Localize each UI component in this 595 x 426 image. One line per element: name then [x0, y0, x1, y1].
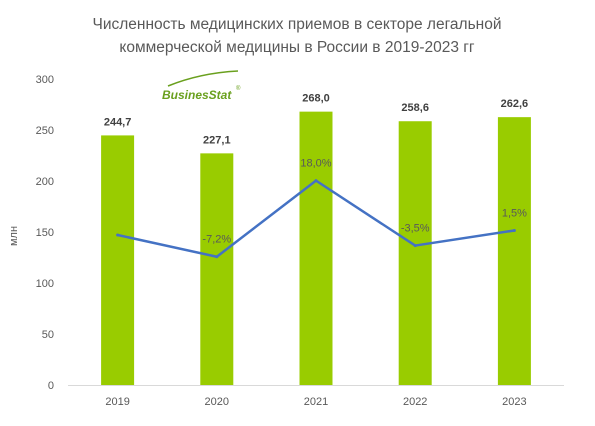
- bar-value-label: 268,0: [302, 93, 330, 105]
- growth-point: [116, 233, 120, 237]
- growth-point: [512, 228, 516, 232]
- y-tick-label: 300: [36, 74, 54, 86]
- growth-label: -3,5%: [401, 223, 430, 235]
- x-axis: 2019 2020 2021 2022 2023: [105, 396, 526, 408]
- bar: [497, 117, 531, 385]
- x-tick-label: 2020: [205, 396, 229, 408]
- y-axis-title: млн: [8, 226, 20, 246]
- y-tick-label: 0: [48, 380, 54, 392]
- bar: [200, 153, 234, 385]
- growth-line-series: [116, 179, 516, 259]
- chart-title-line-1: Численность медицинских приемов в сектор…: [93, 16, 502, 33]
- y-tick-label: 150: [36, 227, 54, 239]
- x-tick-label: 2022: [403, 396, 427, 408]
- bar-value-label: 227,1: [203, 134, 231, 146]
- bar: [398, 121, 432, 385]
- bar: [101, 135, 135, 385]
- bar-value-label: 258,6: [401, 102, 429, 114]
- bar: [299, 111, 333, 385]
- chart-title-line-2: коммерческой медицины в России в 2019-20…: [119, 39, 475, 56]
- businesstat-logo: BusinesStat ®: [162, 70, 241, 102]
- bar-value-label: 244,7: [104, 116, 132, 128]
- y-tick-label: 200: [36, 176, 54, 188]
- bar-value-label: 262,6: [501, 98, 529, 110]
- y-axis: 0 50 100 150 200 250 300: [36, 74, 54, 392]
- growth-point: [413, 244, 417, 248]
- x-tick-label: 2019: [105, 396, 129, 408]
- y-tick-label: 50: [42, 329, 54, 341]
- logo-text: BusinesStat: [162, 88, 232, 102]
- logo-registered-mark: ®: [236, 85, 241, 92]
- growth-label: 18,0%: [300, 158, 331, 170]
- growth-point: [215, 255, 219, 259]
- logo-swoosh: [167, 70, 239, 87]
- y-tick-label: 100: [36, 278, 54, 290]
- growth-label: -7,2%: [202, 234, 231, 246]
- growth-point: [314, 179, 318, 183]
- data-labels: 244,7 227,1 268,0 258,6 262,6 -7,2% 18,0% -3,5%…: [104, 93, 528, 246]
- bar-series: [101, 111, 531, 385]
- y-tick-label: 250: [36, 125, 54, 137]
- x-tick-label: 2021: [304, 396, 328, 408]
- growth-label: 1,5%: [502, 207, 527, 219]
- x-tick-label: 2023: [502, 396, 526, 408]
